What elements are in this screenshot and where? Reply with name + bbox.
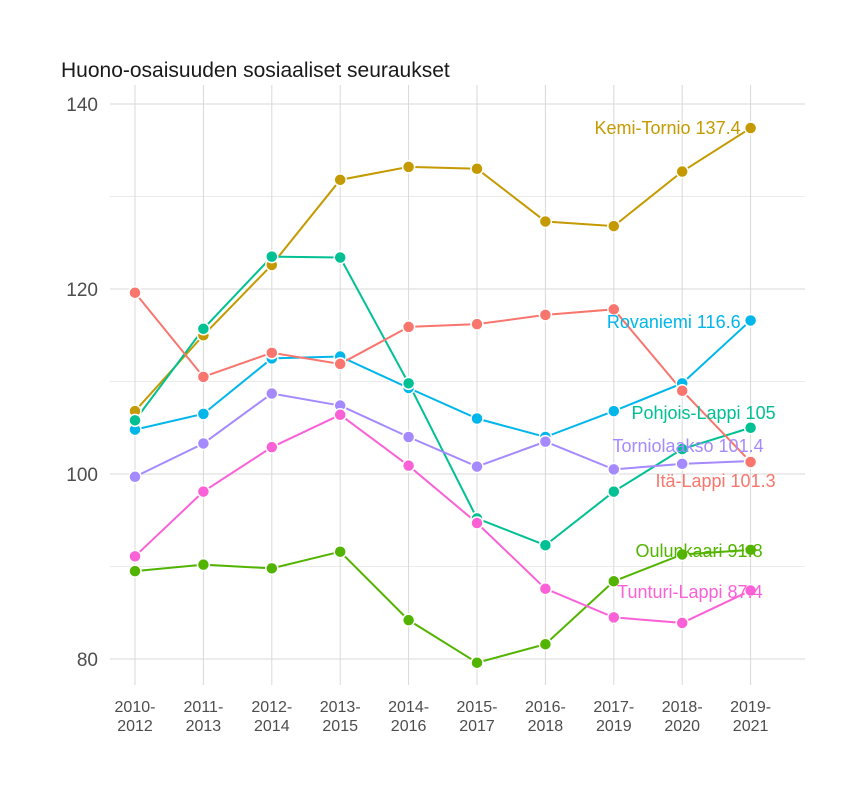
data-point [333, 250, 347, 265]
data-point [265, 249, 279, 264]
data-point [675, 616, 689, 630]
data-point [607, 610, 621, 625]
data-point [128, 549, 142, 564]
series-end-labels: Kemi-Tornio 137.4 Rovaniemi 116.6 Pohjois-… [595, 118, 776, 602]
series-line [134, 392, 751, 478]
data-point [607, 404, 621, 418]
data-point [607, 574, 621, 589]
series-end-label: Rovaniemi 116.6 [607, 312, 741, 332]
data-point [538, 434, 553, 449]
data-point [675, 547, 689, 562]
series-line [134, 319, 752, 439]
data-point [743, 543, 758, 557]
series-line [134, 413, 752, 624]
data-point [470, 317, 484, 331]
data-point [401, 160, 416, 174]
series-line [134, 548, 751, 664]
data-point [333, 357, 347, 371]
x-tick-label: 2014-2016 [388, 699, 429, 735]
data-point [538, 581, 553, 596]
data-point [128, 470, 142, 484]
data-point [401, 613, 416, 627]
data-point [675, 457, 689, 471]
data-point [675, 384, 689, 398]
y-axis-ticks: 80 100 120 140 [66, 95, 98, 671]
data-point [196, 484, 211, 499]
data-point [265, 386, 279, 401]
data-point [196, 370, 211, 384]
series-line [134, 255, 751, 547]
data-point [743, 421, 758, 435]
data-point [401, 458, 416, 473]
data-point [607, 302, 621, 317]
data-point [265, 440, 279, 454]
data-point [265, 346, 279, 360]
data-point [538, 538, 553, 552]
series-end-label: Tunturi-Lappi 87.4 [617, 582, 762, 602]
x-tick-label: 2010-2012 [115, 699, 156, 735]
series-end-label: Oulunkaari 91.8 [636, 541, 763, 561]
y-tick-label: 80 [77, 650, 98, 671]
data-point [401, 376, 416, 391]
data-point [333, 544, 347, 559]
x-tick-label: 2017-2019 [593, 699, 634, 735]
data-point [128, 285, 142, 300]
series-end-label: Pohjois-Lappi 105 [631, 403, 775, 423]
y-tick-label: 140 [66, 95, 98, 116]
series-end-label: Itä-Lappi 101.3 [656, 471, 776, 491]
y-tick-label: 100 [66, 465, 98, 486]
data-point [538, 637, 553, 651]
data-point [333, 408, 347, 422]
x-tick-label: 2015-2017 [457, 699, 498, 735]
series-end-label: Torniolaakso 101.4 [612, 436, 763, 456]
series-lines [134, 127, 752, 664]
data-point [128, 413, 142, 428]
y-tick-label: 120 [66, 280, 98, 301]
data-point [607, 219, 621, 233]
x-axis-ticks: 2010-2012 2011-2013 2012-2014 2013-2015 2014… [115, 699, 772, 735]
data-point [196, 407, 211, 421]
data-point [470, 162, 484, 176]
data-point [470, 655, 484, 670]
data-point [401, 430, 416, 444]
data-point [128, 564, 142, 578]
x-tick-label: 2012-2014 [251, 699, 292, 735]
data-point [607, 484, 621, 499]
data-point [675, 442, 689, 456]
data-point [743, 121, 758, 135]
data-point [265, 561, 279, 576]
data-point [675, 164, 689, 179]
x-tick-label: 2013-2015 [320, 699, 361, 735]
data-point [538, 308, 553, 322]
data-point [470, 411, 484, 426]
data-point [743, 583, 758, 598]
x-tick-label: 2016-2018 [525, 699, 566, 735]
series-end-label: Kemi-Tornio 137.4 [595, 118, 741, 138]
data-point [196, 322, 211, 336]
data-point [333, 173, 347, 187]
series-points [128, 121, 758, 670]
data-point [196, 557, 211, 572]
x-tick-label: 2011-2013 [184, 699, 224, 735]
data-point [401, 320, 416, 334]
x-tick-label: 2019-2021 [730, 699, 771, 735]
data-point [470, 459, 484, 474]
series-line [134, 127, 752, 412]
data-point [743, 313, 758, 328]
series-line [134, 292, 752, 463]
chart-title: Huono-osaisuuden sosiaaliset seuraukset [61, 59, 450, 82]
data-point [743, 455, 758, 469]
data-point [196, 436, 211, 451]
x-tick-label: 2018-2020 [662, 699, 703, 735]
data-point [538, 214, 553, 229]
data-point [607, 462, 621, 477]
data-point [470, 516, 484, 530]
